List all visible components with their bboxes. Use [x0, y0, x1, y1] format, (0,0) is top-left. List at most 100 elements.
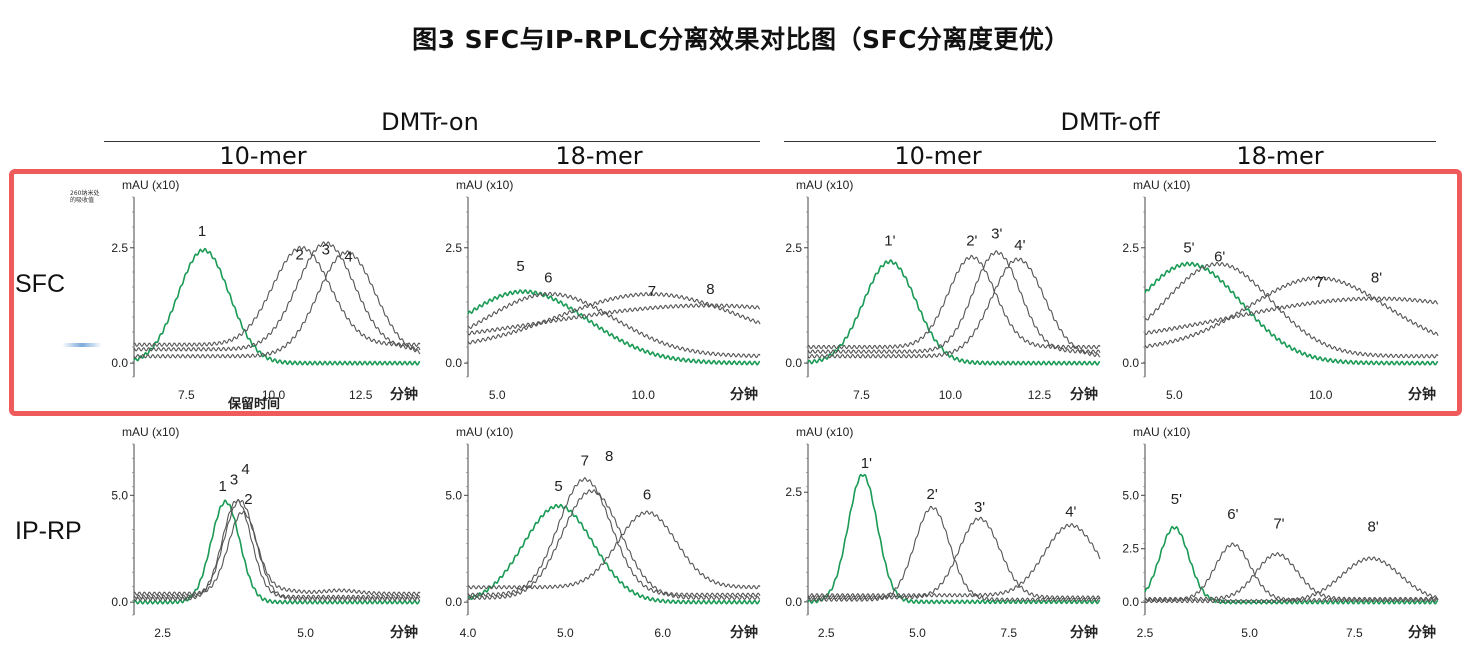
x-unit-label: 分钟	[1070, 624, 1098, 640]
x-tick-label: 6.0	[654, 626, 671, 640]
x-tick-label: 10.0	[939, 388, 963, 402]
peak-label: 5	[516, 258, 524, 275]
trace-peak-8	[467, 489, 761, 601]
x-tick-label: 12.5	[1028, 388, 1052, 402]
peak-label: 7'	[1273, 515, 1284, 532]
peak-label: 7	[648, 283, 656, 300]
x-unit-label: 分钟	[1070, 386, 1098, 402]
peak-label: 5'	[1171, 491, 1182, 508]
x-unit-label: 分钟	[390, 386, 418, 402]
peak-label: 4	[344, 249, 352, 266]
group-divider-dmtr-off	[784, 141, 1436, 142]
peak-label: 1	[198, 223, 206, 240]
peak-label: 8'	[1371, 269, 1382, 286]
trace-peak-6	[467, 291, 761, 359]
trace-peak-3p	[807, 516, 1101, 600]
trace-peak-5p	[1144, 525, 1439, 605]
trace-peak-2	[133, 245, 421, 348]
trace-peak-1p	[807, 473, 1101, 605]
chromatogram-sfc-off-10: mAU (x10) 0.0 2.5 7.5 10.0 12.5 分钟 1' 2' 3' 4'	[785, 178, 1101, 402]
group-label-dmtr-on: DMTr-on	[381, 108, 479, 136]
x-tick-label: 5.0	[489, 388, 506, 402]
peak-label: 6	[544, 269, 552, 286]
chromatogram-iprp-on-18: mAU (x10) 0.0 5.0 4.0 5.0 6.0 分钟 5 7 8 6	[445, 425, 761, 640]
x-unit-label: 分钟	[1408, 624, 1436, 640]
x-tick-label: 7.5	[1346, 626, 1363, 640]
sfc-highlight-box	[9, 169, 1462, 416]
y-unit-label: mAU (x10)	[1133, 178, 1190, 192]
y-unit-label: mAU (x10)	[456, 178, 513, 192]
x-unit-label: 分钟	[390, 624, 418, 640]
y-tick-label: 0.0	[445, 595, 462, 609]
y-tick-label: 0.0	[1122, 356, 1139, 370]
x-tick-label: 7.5	[853, 388, 870, 402]
y-axis-side-note: 260纳米处的吸收值	[70, 190, 100, 204]
trace-peak-5	[467, 289, 761, 366]
y-tick-label: 0.0	[785, 356, 802, 370]
trace-peak-2p	[807, 254, 1101, 350]
peak-label: 3	[230, 472, 238, 489]
y-tick-label: 2.5	[785, 485, 802, 499]
trace-peak-4	[133, 499, 421, 602]
x-tick-label: 12.5	[349, 388, 373, 402]
peak-label: 7'	[1315, 274, 1326, 291]
column-label-off-10mer: 10-mer	[894, 142, 982, 170]
column-label-on-18mer: 18-mer	[555, 142, 643, 170]
peak-label: 2	[244, 491, 252, 508]
trace-peak-4p	[807, 257, 1101, 359]
trace-peak-7	[467, 291, 761, 345]
peak-label: 5	[554, 478, 562, 495]
column-label-on-10mer: 10-mer	[219, 142, 307, 170]
y-unit-label: mAU (x10)	[122, 425, 179, 439]
x-tick-label: 2.5	[818, 626, 835, 640]
y-tick-label: 0.0	[111, 595, 128, 609]
y-tick-label: 2.5	[111, 241, 128, 255]
decorative-dash	[62, 343, 102, 347]
peak-label: 8'	[1368, 519, 1379, 536]
chromatogram-iprp-off-18: mAU (x10) 0.0 2.5 5.0 2.5 5.0 7.5 分钟 5' 6' 7' 8'	[1122, 425, 1439, 640]
chromatogram-sfc-on-18: mAU (x10) 0.0 2.5 5.0 10.0 分钟 5 6 7 8	[445, 178, 761, 402]
chromatogram-iprp-off-10: mAU (x10) 0.0 2.5 2.5 5.0 7.5 分钟 1' 2' 3' 4'	[785, 425, 1101, 640]
x-tick-label: 7.5	[1000, 626, 1017, 640]
x-unit-label: 分钟	[1408, 386, 1436, 402]
x-tick-label: 5.0	[297, 626, 314, 640]
y-tick-label: 2.5	[445, 241, 462, 255]
row-label-sfc: SFC	[15, 270, 65, 298]
x-tick-label: 10.0	[632, 388, 656, 402]
trace-peak-7	[467, 476, 761, 597]
trace-peak-8	[467, 303, 761, 336]
y-unit-label: mAU (x10)	[796, 425, 853, 439]
y-unit-label: mAU (x10)	[456, 425, 513, 439]
trace-peak-1	[133, 499, 421, 605]
y-tick-label: 0.0	[1122, 595, 1139, 609]
peak-label: 7	[581, 452, 589, 469]
y-unit-label: mAU (x10)	[1133, 425, 1190, 439]
peak-label: 6	[643, 487, 651, 504]
peak-label: 4'	[1014, 237, 1025, 254]
peak-label: 4	[241, 461, 249, 478]
trace-peak-3	[133, 241, 421, 352]
y-tick-label: 0.0	[111, 356, 128, 370]
y-unit-label: mAU (x10)	[122, 178, 179, 192]
x-unit-label: 分钟	[730, 624, 758, 640]
trace-peak-8p	[1144, 556, 1439, 604]
group-divider-dmtr-on	[104, 141, 760, 142]
peak-label: 8	[706, 281, 714, 298]
peak-label: 6'	[1227, 506, 1238, 523]
peak-label: 1	[218, 478, 226, 495]
column-label-off-18mer: 18-mer	[1236, 142, 1324, 170]
trace-peak-6p	[1144, 261, 1439, 359]
peak-label: 6'	[1214, 249, 1225, 266]
trace-peak-1p	[807, 259, 1101, 366]
x-tick-label: 7.5	[178, 388, 195, 402]
peak-label: 2	[295, 246, 303, 263]
y-tick-label: 5.0	[1122, 488, 1139, 502]
trace-peak-2p	[807, 505, 1101, 602]
trace-peak-5p	[1144, 261, 1439, 366]
trace-peak-5	[467, 503, 761, 605]
peak-label: 2'	[966, 232, 977, 249]
x-tick-label: 5.0	[909, 626, 926, 640]
peak-label: 8	[605, 448, 613, 465]
x-unit-label: 分钟	[730, 386, 758, 402]
peak-label: 1'	[861, 455, 872, 472]
